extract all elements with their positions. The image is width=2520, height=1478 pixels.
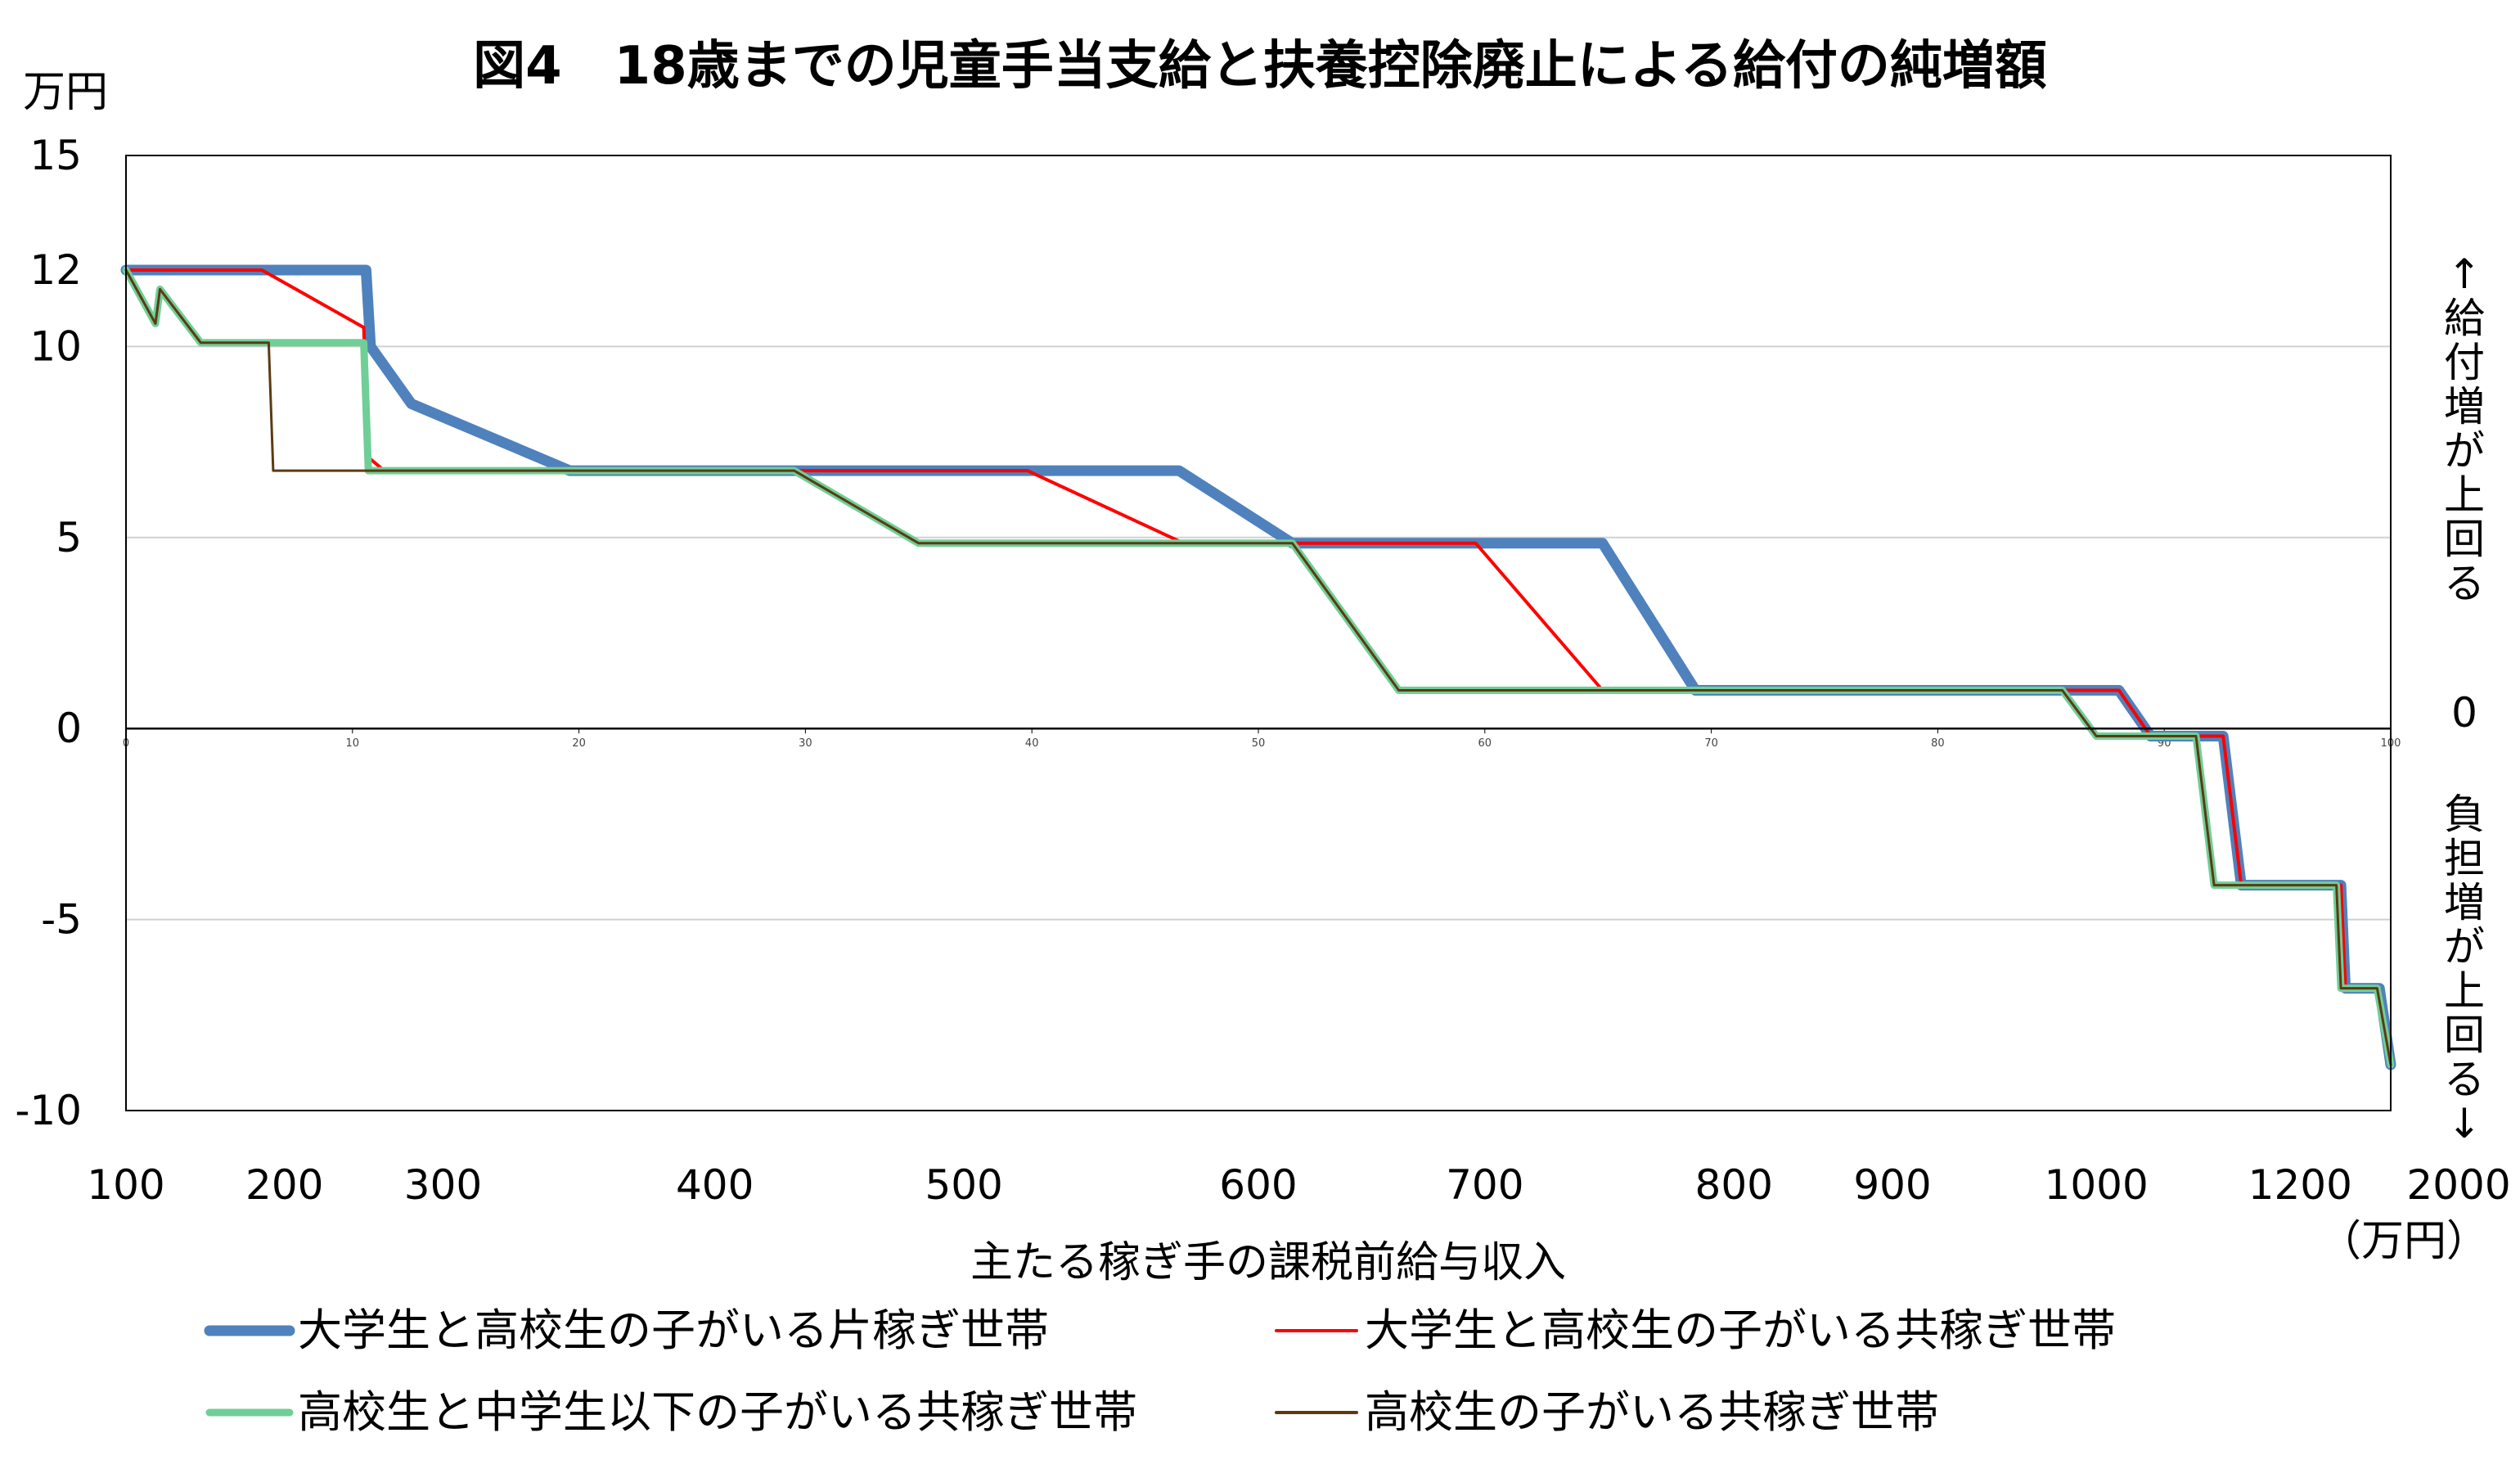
- series-line-2: [124, 268, 2392, 1066]
- plot-area-frame: [125, 155, 2392, 1111]
- side-label-char: る: [2444, 560, 2485, 607]
- y-tick-label: 15: [29, 132, 82, 179]
- y-tick-label: 10: [29, 322, 82, 370]
- chart-title: 図4 18歳までの児童手当支給と扶養控除廃止による給付の純増額: [473, 36, 2047, 97]
- side-label-char: が: [2444, 427, 2485, 475]
- side-label-char: 給: [2444, 295, 2485, 342]
- x-income-tick-label: 1200: [2248, 1161, 2352, 1209]
- x-index-ticks: 0 10 20 30 40 50 60 70 80 90 100: [123, 728, 2401, 750]
- y-axis-unit-label: 万円: [23, 68, 108, 117]
- side-label-char: 増: [2444, 383, 2485, 430]
- y-tick-label: -5: [41, 896, 82, 944]
- side-label-char: ↑: [2447, 250, 2482, 298]
- side-label-char: が: [2444, 923, 2485, 971]
- legend-label-2: 大学生と高校生の子がいる共稼ぎ世帯: [1365, 1305, 2116, 1356]
- legend-label-3: 高校生と中学生以下の子がいる共稼ぎ世帯: [298, 1386, 1137, 1438]
- legend-label-4: 高校生の子がいる共稼ぎ世帯: [1365, 1386, 1939, 1438]
- gridlines: [126, 345, 2391, 921]
- x-index-tick-label: 20: [572, 737, 586, 750]
- x-income-tick-label: 600: [1219, 1161, 1297, 1209]
- x-income-tick-label: 2000: [2406, 1161, 2510, 1209]
- y-tick-label: 5: [56, 514, 82, 561]
- x-income-tick-label: 200: [245, 1161, 323, 1209]
- side-label-char: 負: [2444, 791, 2485, 838]
- x-index-tick-label: 10: [346, 737, 360, 750]
- side-label-char: 上: [2444, 967, 2485, 1015]
- y-tick-label: 0: [56, 705, 82, 752]
- y-tick-labels: 15 12 10 5 0 -5 -10: [15, 132, 82, 1134]
- side-label-char: 回: [2444, 516, 2485, 563]
- x-index-tick-label: 70: [1704, 737, 1718, 750]
- side-label-char: ↓: [2447, 1100, 2482, 1147]
- x-income-tick-labels: 100 200 300 400 500 600 700 800 900 1000 1200 2000: [87, 1161, 2510, 1209]
- legend-label-1: 大学生と高校生の子がいる片稼ぎ世帯: [298, 1305, 1049, 1356]
- side-label-char: 回: [2444, 1012, 2485, 1059]
- x-index-tick-label: 80: [1931, 737, 1945, 750]
- x-axis-title: 主たる稼ぎ手の課税前給与収入: [970, 1238, 1566, 1287]
- x-income-tick-label: 100: [87, 1161, 164, 1209]
- side-label-zero: 0: [2451, 689, 2477, 737]
- x-income-tick-label: 500: [925, 1161, 1002, 1209]
- series-line-1: [120, 264, 2396, 1070]
- x-income-tick-label: 800: [1695, 1161, 1773, 1209]
- x-index-tick-label: 40: [1025, 737, 1039, 750]
- x-income-tick-label: 300: [404, 1161, 482, 1209]
- side-label-char: る: [2444, 1056, 2485, 1103]
- x-income-tick-label: 1000: [2045, 1161, 2149, 1209]
- x-axis-unit-label: （万円）: [2319, 1217, 2489, 1266]
- legend: 大学生と高校生の子がいる片稼ぎ世帯 大学生と高校生の子がいる共稼ぎ世帯高校生と中学…: [204, 1305, 2116, 1438]
- x-index-tick-label: 50: [1252, 737, 1266, 750]
- y-tick-label: -10: [15, 1087, 82, 1134]
- x-index-tick-label: 60: [1478, 737, 1492, 750]
- x-income-tick-label: 900: [1853, 1161, 1931, 1209]
- y-tick-label: 12: [29, 246, 82, 294]
- x-income-tick-label: 700: [1446, 1161, 1523, 1209]
- x-income-tick-label: 400: [676, 1161, 754, 1209]
- side-label-char: 増: [2444, 879, 2485, 926]
- series-line-3: [122, 266, 2395, 1069]
- side-label-char: 上: [2444, 471, 2485, 519]
- series-lines: [120, 264, 2396, 1070]
- x-index-tick-label: 30: [799, 737, 812, 750]
- side-label-char: 担: [2444, 835, 2485, 882]
- series-line-4: [124, 268, 2392, 1066]
- side-label-char: 付: [2444, 339, 2485, 386]
